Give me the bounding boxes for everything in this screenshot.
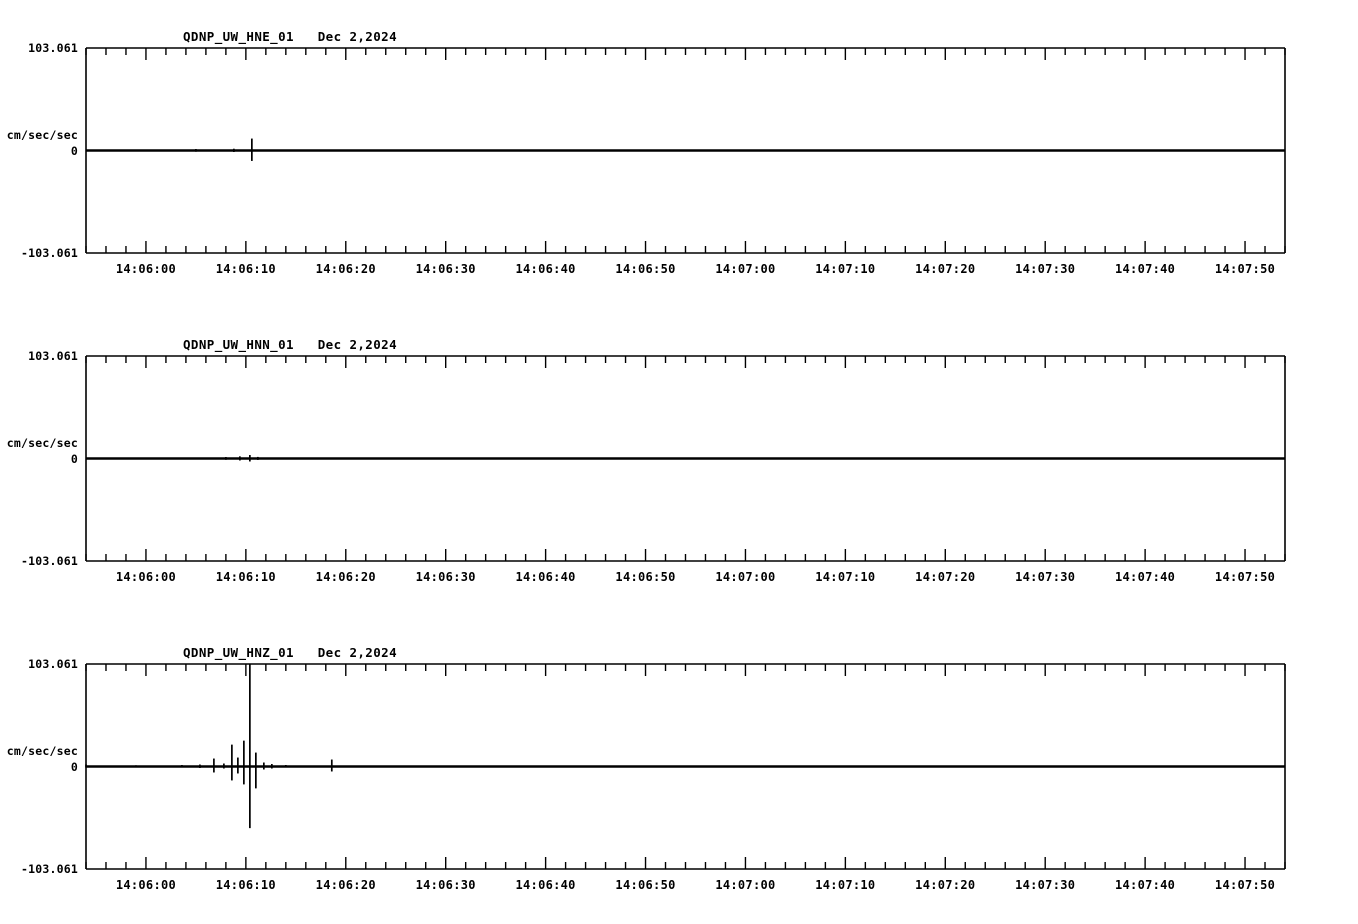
y-tick-zero: 0 xyxy=(70,759,78,774)
x-tick-label: 14:06:40 xyxy=(515,878,576,892)
x-tick-label: 14:07:30 xyxy=(1015,570,1076,584)
y-tick-min: -103.061 xyxy=(21,862,78,876)
x-tick-label: 14:07:20 xyxy=(915,878,976,892)
y-tick-max: 103.061 xyxy=(28,41,78,55)
waveform-trace-QDNP_UW_HNZ_01 xyxy=(85,664,507,829)
x-tick-label: 14:07:40 xyxy=(1115,570,1176,584)
x-tick-label: 14:06:10 xyxy=(215,262,276,276)
x-tick-label: 14:06:20 xyxy=(315,878,376,892)
x-tick-label: 14:06:40 xyxy=(515,262,576,276)
x-tick-label: 14:06:00 xyxy=(115,570,177,584)
plot-area xyxy=(85,47,1286,254)
x-tick-label: 14:07:50 xyxy=(1214,262,1276,276)
y-tick-min: -103.061 xyxy=(21,554,78,568)
plot-area xyxy=(85,663,1286,870)
y-tick-min: -103.061 xyxy=(21,246,78,260)
waveform-trace-QDNP_UW_HNN_01 xyxy=(225,455,259,462)
x-tick-label: 14:07:00 xyxy=(715,878,776,892)
x-tick-label: 14:07:50 xyxy=(1214,570,1276,584)
x-tick-label: 14:06:50 xyxy=(615,878,676,892)
x-tick-label: 14:07:40 xyxy=(1115,878,1176,892)
x-tick-label: 14:07:50 xyxy=(1214,878,1276,892)
x-tick-label: 14:06:30 xyxy=(415,262,476,276)
x-tick-label: 14:06:50 xyxy=(615,262,676,276)
waveform-trace-QDNP_UW_HNE_01 xyxy=(195,138,307,161)
x-tick-label: 14:07:30 xyxy=(1015,878,1076,892)
y-tick-zero: 0 xyxy=(70,143,78,158)
panel-title: QDNP_UW_HNN_01 Dec 2,2024 xyxy=(183,337,397,352)
x-tick-label: 14:06:00 xyxy=(115,262,177,276)
panel-title: QDNP_UW_HNE_01 Dec 2,2024 xyxy=(183,29,397,44)
x-tick-label: 14:06:20 xyxy=(315,570,376,584)
y-axis-unit-label: cm/sec/sec xyxy=(6,743,78,758)
x-tick-label: 14:07:20 xyxy=(915,262,976,276)
x-tick-label: 14:07:00 xyxy=(715,570,776,584)
x-tick-label: 14:07:20 xyxy=(915,570,976,584)
x-tick-label: 14:06:10 xyxy=(215,878,276,892)
x-tick-label: 14:07:10 xyxy=(815,878,876,892)
x-tick-label: 14:06:50 xyxy=(615,570,676,584)
x-tick-label: 14:06:40 xyxy=(515,570,576,584)
y-axis-unit-label: cm/sec/sec xyxy=(6,127,78,142)
y-axis-unit-label: cm/sec/sec xyxy=(6,435,78,450)
x-tick-label: 14:07:40 xyxy=(1115,262,1176,276)
x-tick-label: 14:07:30 xyxy=(1015,262,1076,276)
plot-area xyxy=(85,355,1286,562)
x-tick-label: 14:06:10 xyxy=(215,570,276,584)
x-tick-label: 14:06:20 xyxy=(315,262,376,276)
panel-title: QDNP_UW_HNZ_01 Dec 2,2024 xyxy=(183,645,397,660)
x-tick-label: 14:07:10 xyxy=(815,262,876,276)
x-tick-label: 14:06:00 xyxy=(115,878,177,892)
x-tick-label: 14:07:00 xyxy=(715,262,776,276)
y-tick-max: 103.061 xyxy=(28,349,78,363)
x-tick-label: 14:06:30 xyxy=(415,878,476,892)
y-tick-zero: 0 xyxy=(70,451,78,466)
x-tick-label: 14:06:30 xyxy=(415,570,476,584)
y-tick-max: 103.061 xyxy=(28,657,78,671)
x-tick-label: 14:07:10 xyxy=(815,570,876,584)
